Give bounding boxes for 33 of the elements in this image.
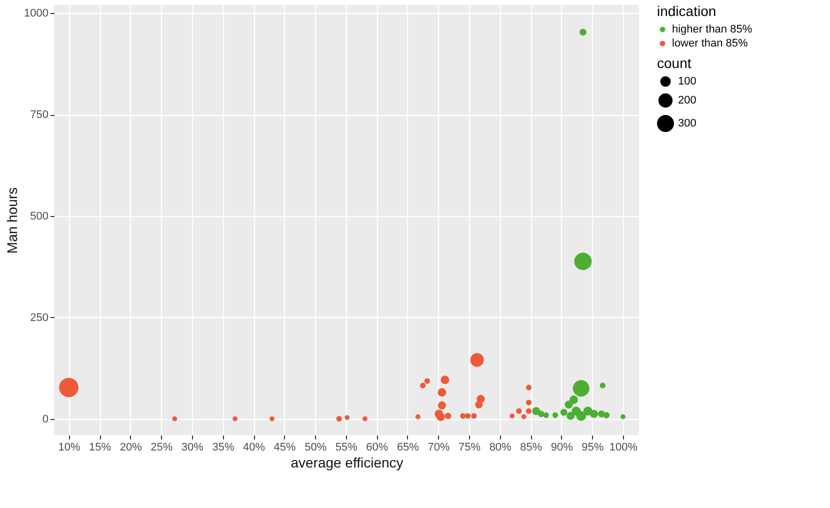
y-axis-title: Man hours	[4, 187, 20, 254]
x-tick-label: 55%	[335, 442, 358, 454]
x-tick-label: 30%	[181, 442, 204, 454]
y-tick-label: 1000	[24, 8, 48, 20]
x-tick-label: 40%	[243, 442, 266, 454]
x-tick-label: 25%	[150, 442, 173, 454]
x-tick-label: 90%	[550, 442, 574, 454]
x-tick-label: 35%	[212, 442, 234, 454]
legend-label: 100	[678, 76, 696, 88]
x-tick-label: 75%	[458, 442, 481, 454]
legend-title: indication	[657, 3, 716, 19]
legend-label: lower than 85%	[672, 38, 748, 50]
x-tick-label: 85%	[520, 442, 542, 454]
text: count	[657, 55, 692, 71]
y-tick-label: 500	[30, 210, 48, 222]
x-tick-label: 70%	[428, 442, 450, 454]
legend-label: 200	[678, 94, 696, 106]
x-tick-label: 100%	[609, 442, 638, 454]
x-tick-label: 80%	[489, 442, 512, 454]
x-tick-label: 50%	[304, 442, 327, 454]
x-tick-label: 95%	[582, 442, 604, 454]
x-tick-label: 20%	[120, 442, 142, 454]
x-axis-title: average efficiency	[290, 454, 404, 470]
x-tick-label: 15%	[89, 442, 112, 454]
x-tick-label: 45%	[274, 442, 296, 454]
y-tick-label: 250	[30, 312, 48, 324]
y-tick-label: 0	[42, 413, 48, 426]
x-tick-label: 60%	[366, 442, 388, 454]
legend-label: higher than 85%	[672, 24, 752, 36]
legend-label: 300	[678, 118, 696, 130]
x-tick-label: 65%	[396, 442, 420, 454]
y-tick-label: 750	[30, 109, 48, 122]
x-tick-label: 10%	[58, 442, 80, 454]
